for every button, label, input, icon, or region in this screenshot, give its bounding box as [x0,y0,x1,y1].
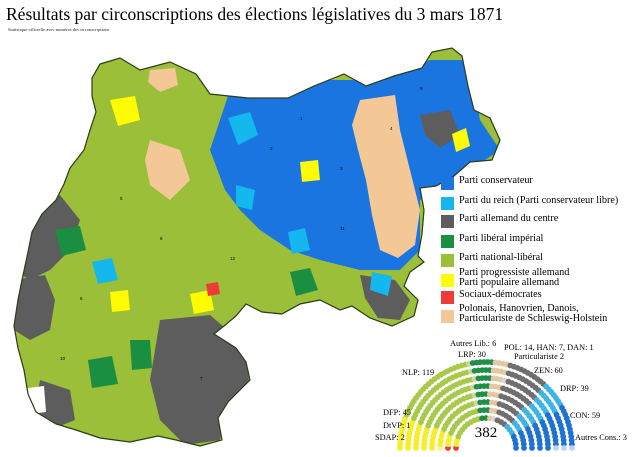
legend-label: Parti national-libéral [459,252,544,263]
legend-label-2: Parti populaire allemand [459,277,560,288]
swatch [441,254,454,267]
region-progressive-1 [110,96,140,126]
region-libimp-3 [130,340,152,370]
district-number: 5 [120,196,123,201]
swatch [441,215,454,228]
district-number: 10 [60,356,66,361]
region-centre-rhine [14,275,55,340]
region-minorities-schleswig [148,68,178,92]
district-number: 7 [200,376,203,381]
district-number: 6 [80,296,83,301]
legend-label: Parti du reich (Parti conservateur libre… [459,195,619,206]
district-number: 12 [230,256,236,261]
district-numbers: 1 2 3 4 5 6 7 8 9 10 11 12 [60,86,423,381]
district-number: 1 [300,116,303,121]
swatch [441,197,454,210]
district-number: 2 [270,146,273,151]
region-progressive-5 [110,290,130,312]
swatch [441,235,454,248]
legend-label-2: Particulariste de Schleswig-Holstein [459,313,608,324]
swatch [441,291,454,304]
swatch [441,274,454,287]
region-socialdem [206,282,220,296]
region-libimp-4 [88,356,118,388]
region-centre-bavaria [150,315,250,445]
map-subtitle: Statistique officielle avec numéros des … [8,27,110,32]
legend-label: Parti allemand du centre [459,213,559,224]
regions [14,60,500,445]
region-progressive-3 [300,160,320,182]
region-centre-east [420,110,460,148]
legend-label: Parti conservateur [459,175,533,186]
district-number: 9 [420,86,423,91]
district-number: 11 [340,226,345,231]
region-minorities-north [145,140,190,200]
map-title: Résultats par circonscriptions des élect… [6,4,504,24]
district-number: 8 [160,236,163,241]
region-reich-5 [370,272,392,296]
district-number: 4 [390,126,393,131]
region-reich-3 [236,185,255,210]
legend-label: Parti progressiste allemand [459,267,570,278]
district-number: 3 [340,166,343,171]
region-libimp-1 [55,226,86,256]
region-libimp-2 [290,268,318,296]
swatch [441,310,454,323]
swatch [441,177,454,190]
legend-label: Parti libéral impérial [459,233,544,244]
region-reich-1 [228,112,258,145]
region-progressive-4 [452,128,470,152]
legend-label: Polonais, Hanovrien, Danois, [459,303,579,314]
region-minorities-posen [352,95,420,258]
region-conservative-east [210,60,500,270]
legend-label: Sociaux-démocrates [459,289,542,300]
region-reich-4 [92,258,118,284]
region-reich-2 [288,228,310,254]
